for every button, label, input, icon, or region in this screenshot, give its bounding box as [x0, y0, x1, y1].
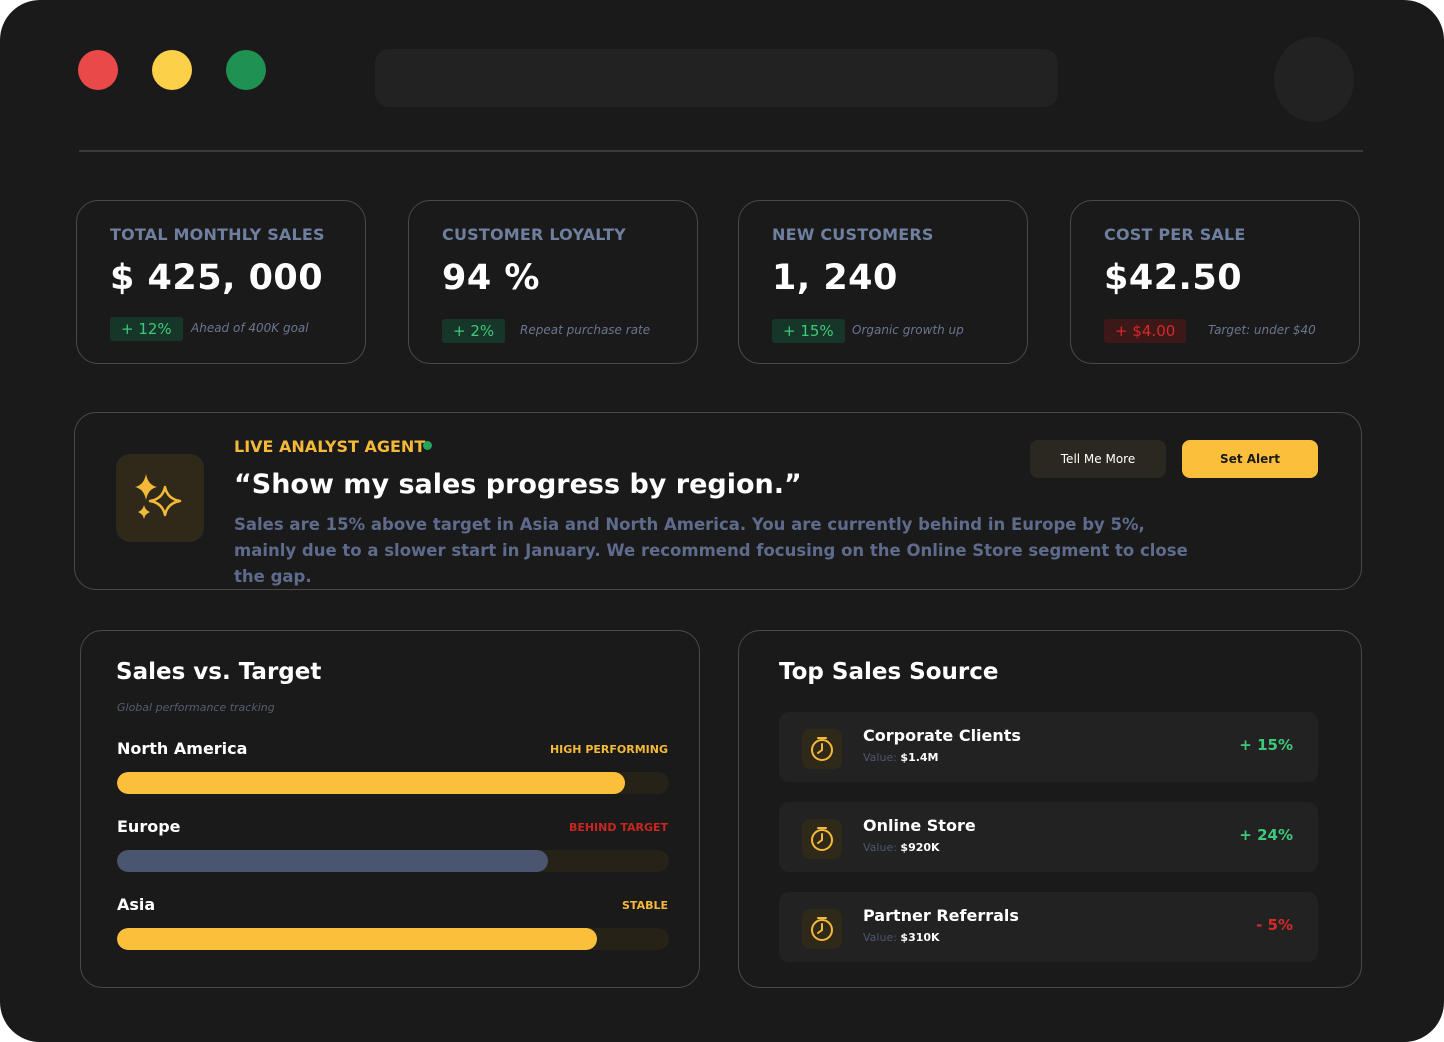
live-status-dot — [423, 441, 432, 450]
progress-track — [117, 772, 669, 794]
agent-query: “Show my sales progress by region.” — [234, 469, 802, 500]
window-close-button[interactable] — [78, 50, 118, 90]
source-value: Value: $920K — [863, 841, 940, 854]
progress-fill-europe — [117, 850, 548, 872]
value-amount: $1.4M — [900, 751, 939, 764]
region-status: BEHIND TARGET — [568, 821, 668, 834]
region-status: STABLE — [622, 899, 668, 912]
value-label: Value: — [863, 841, 897, 854]
kpi-note: Organic growth up — [852, 323, 964, 337]
region-name: North America — [117, 739, 248, 758]
kpi-delta-badge: + 12% — [110, 317, 183, 341]
header-divider — [79, 150, 1363, 152]
top-sales-source-panel: Top Sales Source Corporate Clients Value… — [738, 630, 1362, 988]
kpi-delta-badge: + 15% — [772, 319, 845, 343]
value-amount: $920K — [900, 841, 940, 854]
panel-subtitle: Global performance tracking — [117, 701, 275, 714]
source-name: Partner Referrals — [863, 906, 1019, 925]
kpi-value: $42.50 — [1104, 258, 1243, 298]
source-delta: + 15% — [1239, 736, 1293, 754]
kpi-note: Ahead of 400K goal — [191, 321, 309, 335]
source-delta: + 24% — [1239, 826, 1293, 844]
kpi-card-new-customers: NEW CUSTOMERS 1, 240 + 15% Organic growt… — [738, 200, 1028, 364]
kpi-label: CUSTOMER LOYALTY — [442, 225, 626, 244]
value-label: Value: — [863, 751, 897, 764]
kpi-value: 94 % — [442, 258, 540, 298]
kpi-note: Repeat purchase rate — [520, 323, 651, 337]
set-alert-button[interactable]: Set Alert — [1182, 440, 1318, 478]
agent-title: LIVE ANALYST AGENT — [234, 437, 426, 456]
source-item-partner-referrals[interactable]: Partner Referrals Value: $310K - 5% — [779, 892, 1318, 962]
kpi-value: $ 425, 000 — [110, 258, 324, 298]
sparkles-icon — [116, 454, 204, 542]
kpi-card-total-monthly-sales: TOTAL MONTHLY SALES $ 425, 000 + 12% Ahe… — [76, 200, 366, 364]
clock-icon — [802, 909, 842, 949]
address-bar[interactable] — [375, 49, 1058, 107]
kpi-label: TOTAL MONTHLY SALES — [110, 225, 325, 244]
progress-track — [117, 928, 669, 950]
kpi-card-cost-per-sale: COST PER SALE $42.50 + $4.00 Target: und… — [1070, 200, 1360, 364]
window-minimize-button[interactable] — [152, 50, 192, 90]
source-name: Corporate Clients — [863, 726, 1021, 745]
source-item-online-store[interactable]: Online Store Value: $920K + 24% — [779, 802, 1318, 872]
region-name: Asia — [117, 895, 156, 914]
progress-track — [117, 850, 669, 872]
kpi-value: 1, 240 — [772, 258, 898, 298]
kpi-label: NEW CUSTOMERS — [772, 225, 934, 244]
value-amount: $310K — [900, 931, 940, 944]
region-status: HIGH PERFORMING — [549, 743, 668, 756]
value-label: Value: — [863, 931, 897, 944]
source-delta: - 5% — [1256, 916, 1293, 934]
progress-fill-north-america — [117, 772, 625, 794]
source-name: Online Store — [863, 816, 976, 835]
progress-fill-asia — [117, 928, 598, 950]
avatar[interactable] — [1274, 37, 1354, 122]
window-maximize-button[interactable] — [226, 50, 266, 90]
agent-response: Sales are 15% above target in Asia and N… — [234, 515, 1188, 586]
source-value: Value: $310K — [863, 931, 940, 944]
clock-icon — [802, 729, 842, 769]
region-name: Europe — [117, 817, 181, 836]
panel-title: Top Sales Source — [779, 659, 999, 685]
source-item-corporate-clients[interactable]: Corporate Clients Value: $1.4M + 15% — [779, 712, 1318, 782]
kpi-delta-badge: + 2% — [442, 319, 506, 343]
analyst-agent-panel: LIVE ANALYST AGENT “Show my sales progre… — [74, 412, 1362, 590]
sales-vs-target-panel: Sales vs. Target Global performance trac… — [80, 630, 700, 988]
panel-title: Sales vs. Target — [116, 659, 322, 685]
kpi-label: COST PER SALE — [1104, 225, 1246, 244]
clock-icon — [802, 819, 842, 859]
kpi-note: Target: under $40 — [1208, 323, 1316, 337]
tell-me-more-button[interactable]: Tell Me More — [1030, 440, 1166, 478]
kpi-delta-badge: + $4.00 — [1104, 319, 1187, 343]
kpi-card-customer-loyalty: CUSTOMER LOYALTY 94 % + 2% Repeat purcha… — [408, 200, 698, 364]
source-value: Value: $1.4M — [863, 751, 939, 764]
